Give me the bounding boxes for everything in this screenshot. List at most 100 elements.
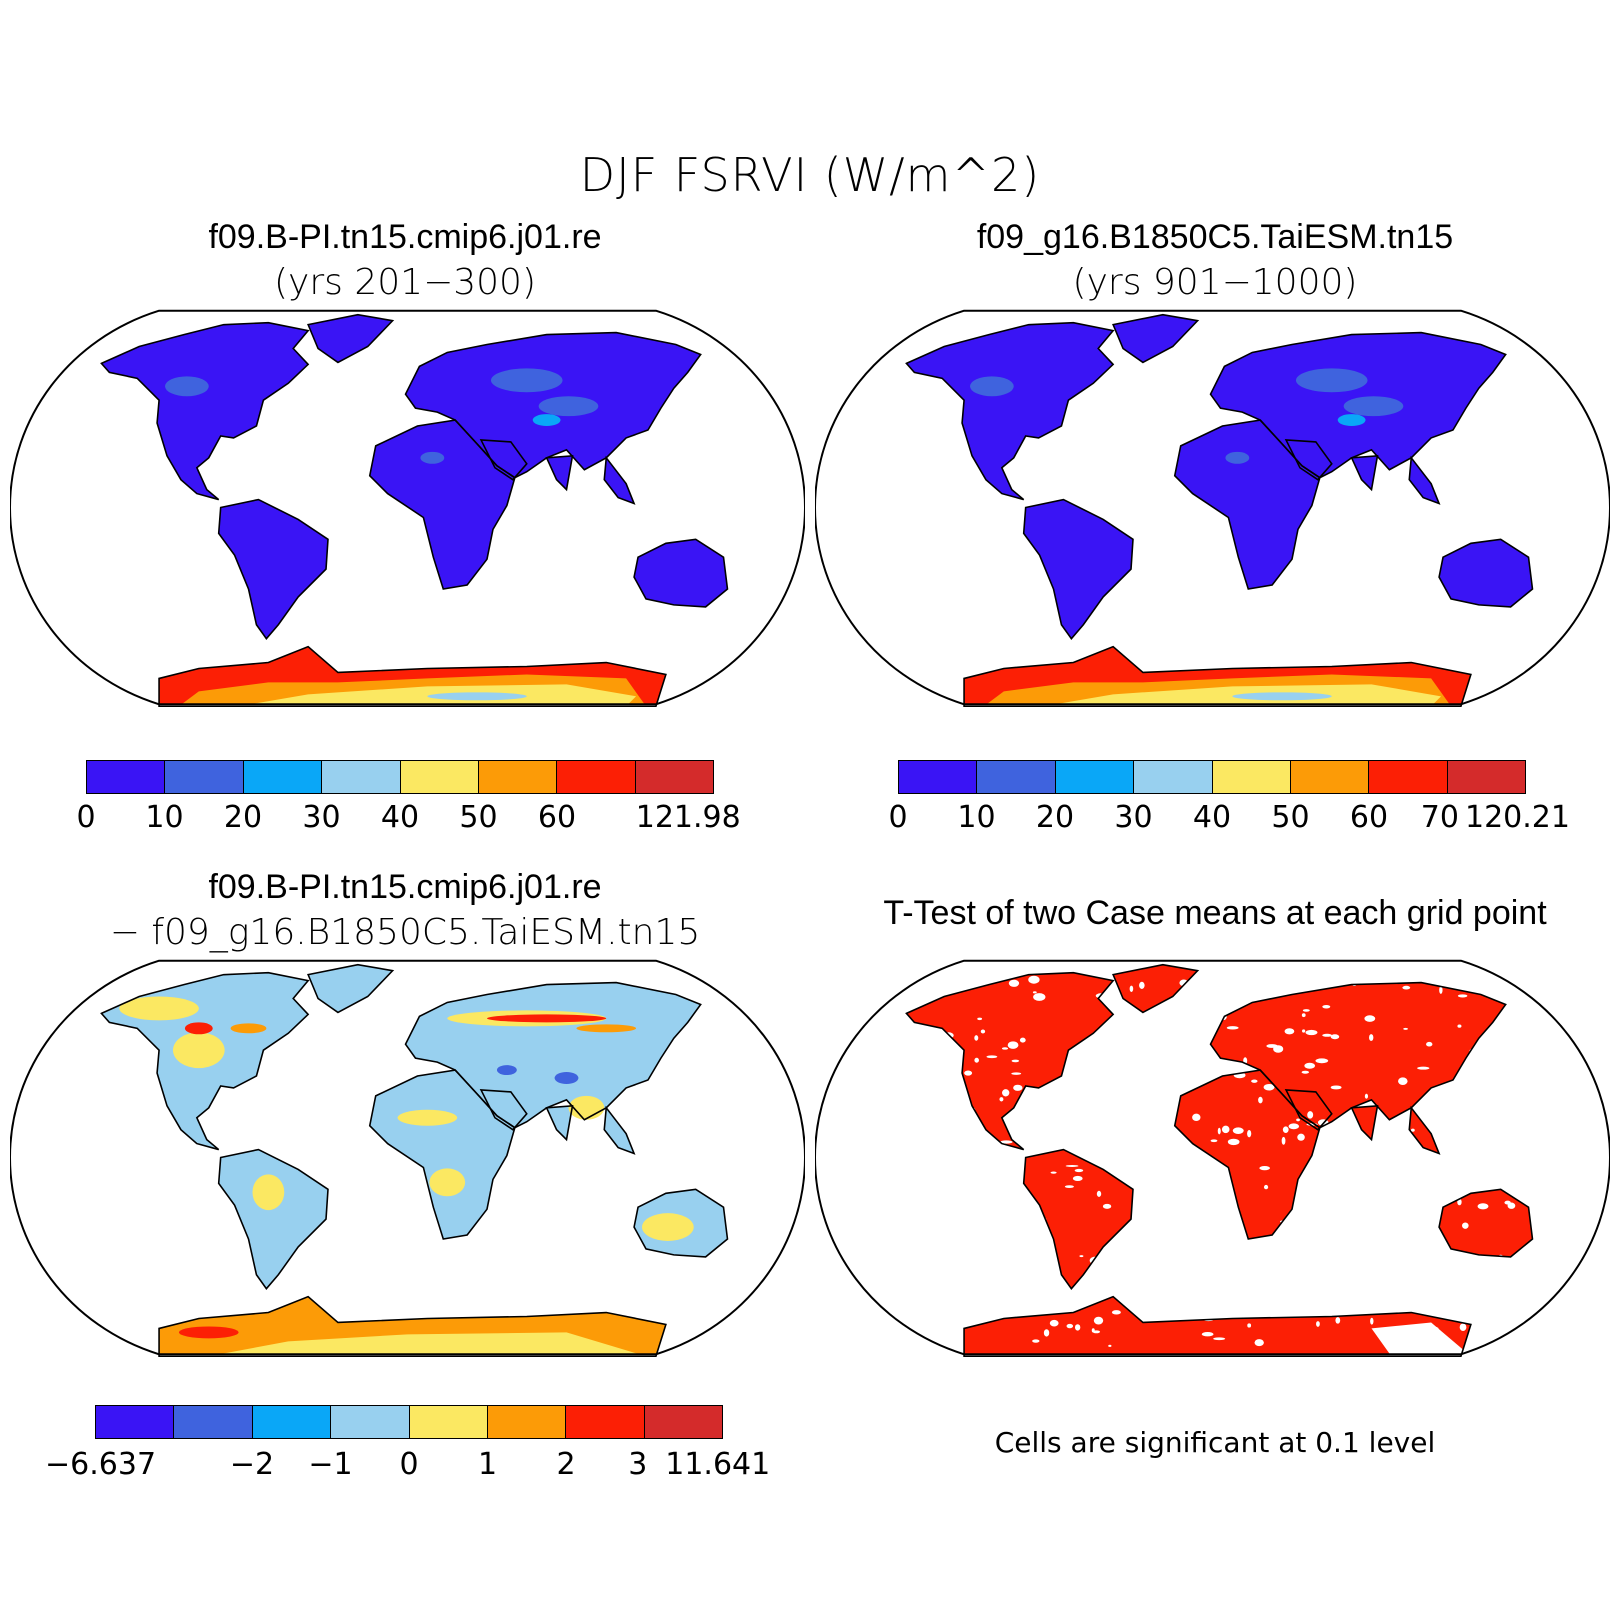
- colorbar-tick-label: 1: [477, 1447, 498, 1482]
- panel3-minus-case: − f09_g16.B1850C5.TaiESM.tn15: [109, 912, 701, 953]
- coastline-eurasia: [404, 331, 702, 479]
- nonsignificant-cell: [936, 1102, 947, 1105]
- nonsignificant-cell: [1206, 1034, 1214, 1039]
- land-india: [1351, 1105, 1378, 1140]
- colorbar-cell: [409, 1406, 488, 1438]
- land-southAmerica: [218, 1149, 328, 1289]
- field-patch: [178, 1326, 239, 1339]
- nonsignificant-cell: [1214, 1218, 1223, 1222]
- map-frame: [10, 309, 805, 706]
- nonsignificant-cell: [1200, 1180, 1213, 1184]
- panel2-case-title: f09_g16.B1850C5.TaiESM.tn15: [976, 218, 1454, 256]
- land-seAsia: [604, 457, 635, 504]
- nonsignificant-cell: [1247, 1323, 1252, 1328]
- nonsignificant-cell: [1315, 1058, 1329, 1064]
- nonsignificant-cell: [1205, 1060, 1211, 1066]
- nonsignificant-cell: [1247, 1129, 1252, 1138]
- colorbar-tick-label: 2: [556, 1447, 576, 1482]
- nonsignificant-cell: [1188, 999, 1193, 1008]
- field-patch: [538, 396, 599, 417]
- nonsignificant-cell: [1224, 1183, 1229, 1187]
- colorbar-cell: [977, 761, 1056, 793]
- nonsignificant-cell: [1127, 1163, 1132, 1170]
- coastline-india: [1350, 454, 1379, 492]
- nonsignificant-cell: [1092, 1330, 1101, 1334]
- nonsignificant-cell: [1139, 981, 1145, 989]
- nonsignificant-cell: [943, 1101, 949, 1107]
- coastline-australia: [1438, 538, 1534, 608]
- nonsignificant-cell: [1095, 1106, 1102, 1110]
- nonsignificant-cell: [1221, 1125, 1230, 1134]
- land-seAsia: [1409, 1107, 1440, 1154]
- nonsignificant-cell: [1008, 979, 1020, 987]
- nonsignificant-cell: [1156, 1010, 1165, 1014]
- coastline-australia: [1438, 1188, 1534, 1258]
- nonsignificant-cell: [1190, 1003, 1204, 1010]
- field-patch: [554, 1072, 579, 1084]
- nonsignificant-cell: [1096, 1190, 1102, 1197]
- nonsignificant-cell: [1251, 1286, 1258, 1292]
- nonsignificant-cell: [1388, 1220, 1397, 1225]
- nonsignificant-cell: [930, 1156, 939, 1159]
- land-seAsia: [604, 1107, 635, 1154]
- nonsignificant-cell: [1074, 1168, 1084, 1173]
- coastline-australia: [633, 1188, 729, 1258]
- nonsignificant-cell: [1162, 1066, 1169, 1075]
- nonsignificant-cell: [999, 1285, 1011, 1293]
- nonsignificant-cell: [1065, 1164, 1079, 1167]
- nonsignificant-cell: [1230, 1254, 1240, 1261]
- colorbar-tick-label: 10: [145, 800, 184, 835]
- field-patch: [172, 1032, 225, 1069]
- nonsignificant-cell: [1219, 1068, 1227, 1074]
- nonsignificant-cell: [1108, 1051, 1112, 1058]
- nonsignificant-cell: [1043, 1329, 1050, 1337]
- field-patch: [397, 1109, 458, 1126]
- nonsignificant-cell: [1512, 1109, 1524, 1118]
- coastline-antarctica: [158, 1295, 667, 1358]
- nonsignificant-cell: [1188, 1315, 1193, 1319]
- nonsignificant-cell: [1481, 1292, 1493, 1298]
- nonsignificant-cell: [1210, 1139, 1218, 1143]
- nonsignificant-cell: [1066, 1323, 1074, 1329]
- nonsignificant-cell: [1165, 1297, 1176, 1304]
- coastline-antarctica: [963, 645, 1472, 708]
- nonsignificant-cell: [1102, 1203, 1112, 1209]
- nonsignificant-cell: [1137, 1208, 1142, 1213]
- nonsignificant-cell: [1013, 1084, 1023, 1091]
- field-patch: [420, 451, 445, 464]
- nonsignificant-cell: [1307, 1111, 1314, 1119]
- nonsignificant-cell: [1111, 1310, 1121, 1315]
- colorbar-tick-label: 50: [459, 800, 498, 835]
- land-arabia: [1286, 439, 1332, 480]
- colorbar-tick-label: 40: [1192, 800, 1232, 835]
- land-greenland: [1113, 964, 1198, 1013]
- nonsignificant-cell: [1196, 1177, 1201, 1185]
- nonsignificant-cell: [1428, 1196, 1432, 1203]
- coastlines: [100, 313, 729, 708]
- nonsignificant-cell: [1137, 1300, 1149, 1305]
- nonsignificant-cell: [1426, 1041, 1433, 1047]
- land-australia: [634, 539, 728, 607]
- land-northAmerica: [906, 322, 1114, 500]
- nonsignificant-cell: [1356, 1296, 1363, 1303]
- nonsignificant-cell: [1009, 1240, 1019, 1249]
- nonsignificant-cell: [1106, 1022, 1112, 1026]
- nonsignificant-cell: [1206, 1069, 1217, 1073]
- nonsignificant-cell: [1135, 1234, 1145, 1241]
- coastline-australia: [633, 538, 729, 608]
- colorbar-cell: [644, 1406, 722, 1438]
- nonsignificant-cell: [1263, 1184, 1269, 1190]
- nonsignificant-cell: [1519, 1132, 1532, 1139]
- nonsignificant-cell: [1072, 1301, 1081, 1306]
- colorbar-tick-label: 3: [628, 1447, 648, 1482]
- coastline-antarctica: [158, 645, 667, 708]
- nonsignificant-cell: [1043, 1087, 1047, 1094]
- nonsignificant-cell: [1358, 1211, 1365, 1216]
- nonsignificant-cell: [1513, 1043, 1518, 1046]
- nonsignificant-cell: [961, 1104, 968, 1112]
- nonsignificant-cell: [1335, 1317, 1341, 1324]
- nonsignificant-cell: [1171, 1172, 1179, 1180]
- colorbar-tick-label: 40: [380, 800, 420, 835]
- nonsignificant-cell: [1304, 1062, 1316, 1069]
- nonsignificant-cell: [1301, 1013, 1306, 1018]
